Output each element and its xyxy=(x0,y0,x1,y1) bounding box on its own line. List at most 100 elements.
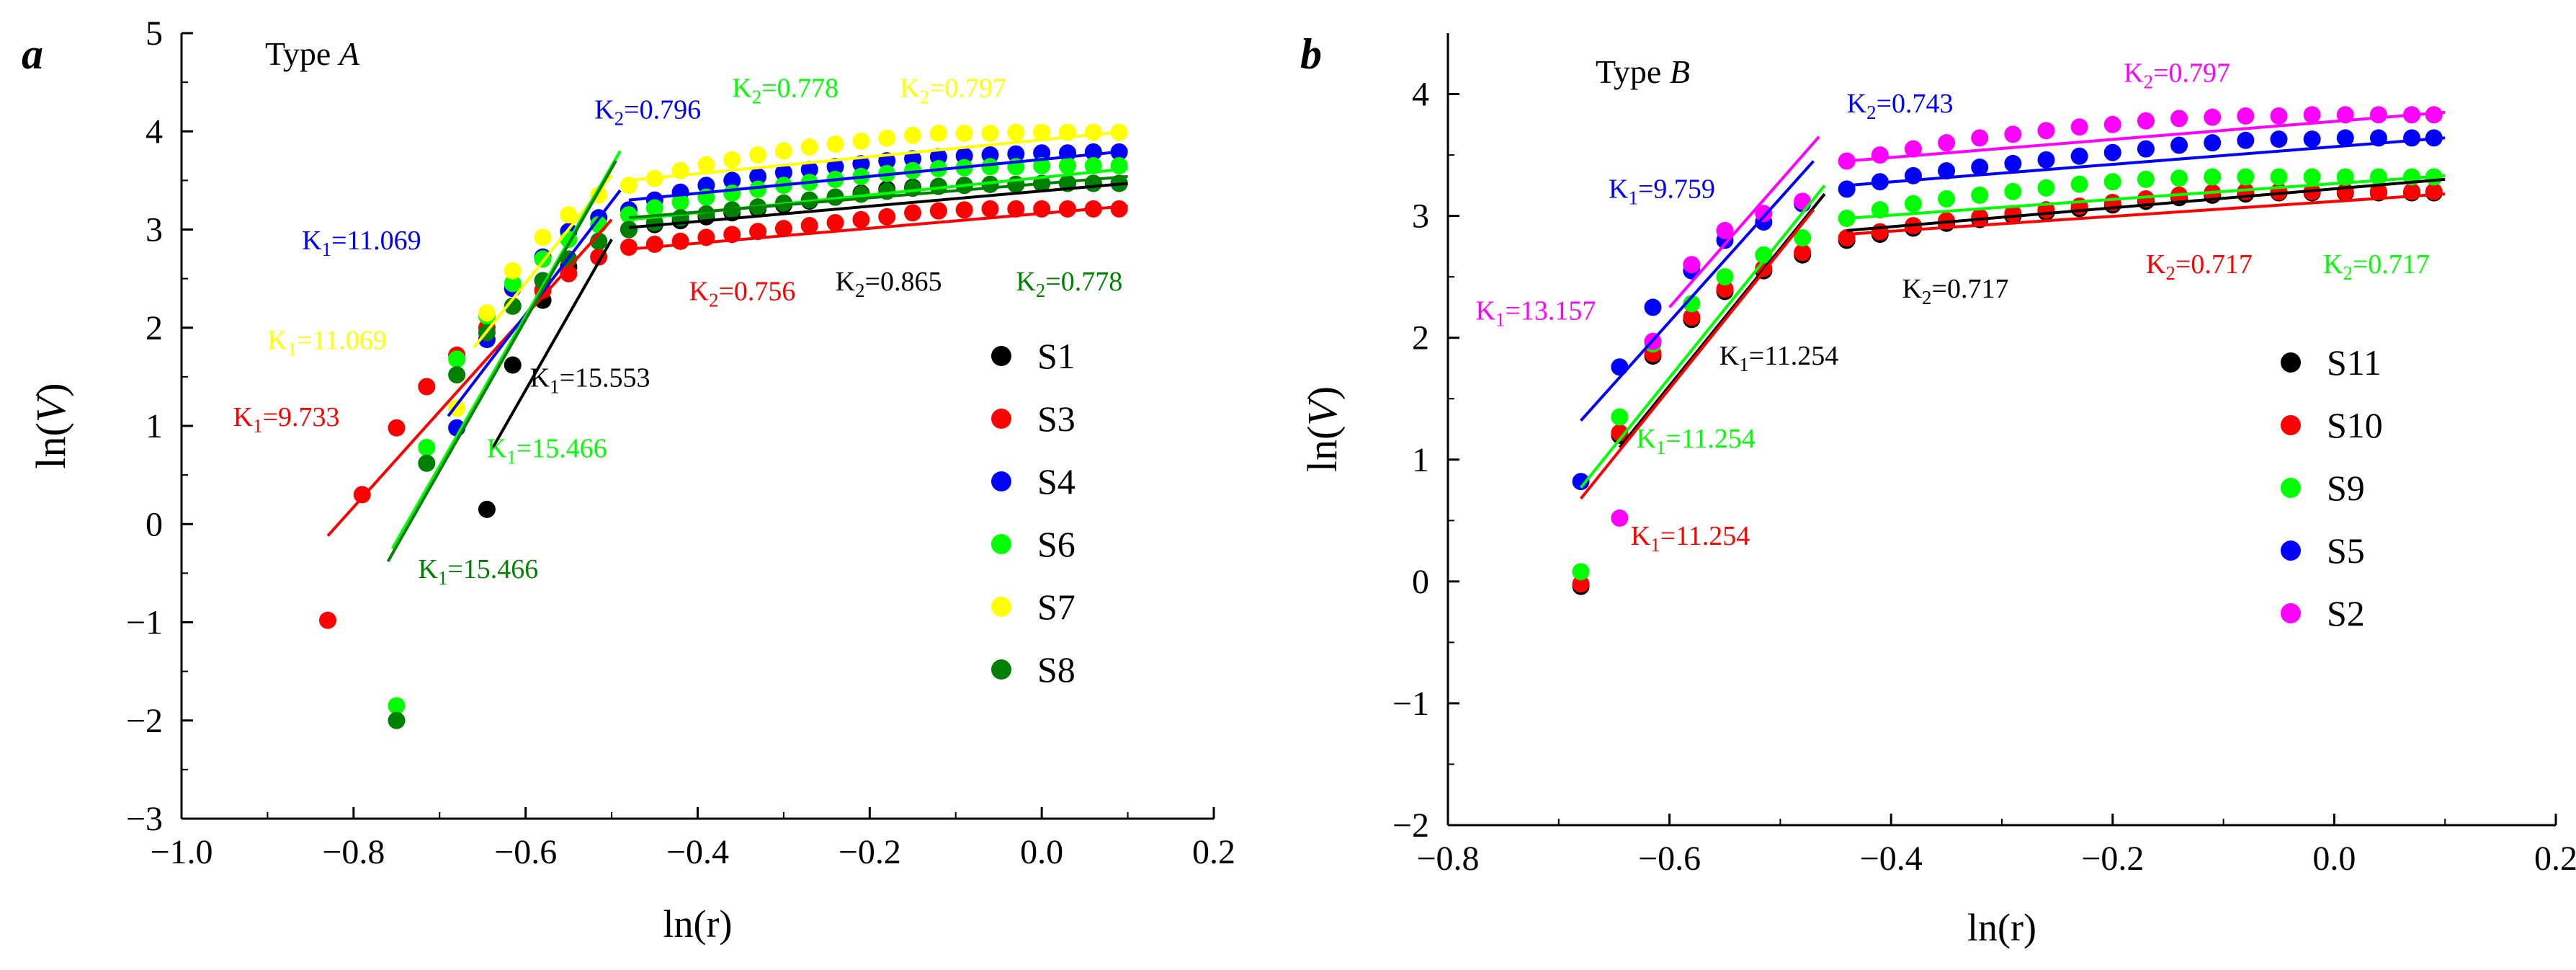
data-point xyxy=(2270,168,2288,186)
data-point xyxy=(1716,221,1734,239)
data-point xyxy=(504,275,522,293)
x-tick-label: −0.6 xyxy=(494,833,557,871)
data-point xyxy=(1971,158,1989,176)
data-point xyxy=(826,158,844,176)
slope-annotation: K2=0.778 xyxy=(732,74,838,108)
data-point xyxy=(2403,129,2421,147)
data-point xyxy=(504,262,522,280)
data-point xyxy=(2004,154,2022,172)
data-point xyxy=(2204,168,2222,186)
data-point xyxy=(981,200,999,218)
chart-title: Type A xyxy=(265,35,360,72)
legend-marker xyxy=(2281,415,2301,435)
data-point xyxy=(2170,110,2188,128)
y-tick-label: 2 xyxy=(146,309,163,347)
data-point xyxy=(852,210,870,228)
data-point xyxy=(560,206,578,224)
data-point xyxy=(1084,156,1102,174)
data-point xyxy=(418,438,436,456)
panel-label: a xyxy=(22,30,43,78)
data-point xyxy=(645,235,663,253)
data-point xyxy=(1938,134,1956,152)
slope-annotation: K1=11.069 xyxy=(267,326,386,360)
data-point xyxy=(2303,130,2321,148)
fit-line xyxy=(1846,110,2446,163)
x-tick-label: −0.2 xyxy=(2081,840,2144,878)
fit-line xyxy=(1846,192,2446,236)
slope-annotation: K1=15.466 xyxy=(418,554,538,589)
data-point xyxy=(1904,195,1922,213)
data-point xyxy=(2137,170,2155,188)
data-point xyxy=(1110,156,1128,174)
data-point xyxy=(697,156,715,174)
slope-annotation: K1=11.069 xyxy=(302,226,421,260)
y-tick-label: 4 xyxy=(146,112,163,151)
data-point xyxy=(929,202,947,220)
slope-annotation: K2=0.797 xyxy=(900,74,1006,108)
data-point xyxy=(1938,162,1956,180)
data-point xyxy=(1572,563,1590,581)
data-point xyxy=(800,217,818,235)
legend-label: S10 xyxy=(2327,405,2383,445)
data-point xyxy=(723,151,741,169)
data-point xyxy=(2369,106,2387,124)
y-tick-label: 0 xyxy=(146,505,163,543)
data-point xyxy=(2237,107,2255,125)
data-point xyxy=(1904,140,1922,158)
data-point xyxy=(2270,130,2288,148)
legend: S11 S10 S9 S5 S2 xyxy=(2281,342,2383,633)
panel-a: −1.0 −0.8 −0.6 −0.4 −0.2 0.0 0.2 −3 −2 −1 0 1 2 3 4 5 ln… xyxy=(22,14,1235,945)
legend-label: S5 xyxy=(2327,530,2365,571)
data-point xyxy=(2270,107,2288,125)
data-point xyxy=(620,239,638,257)
y-tick-label: 2 xyxy=(1412,319,1429,357)
legend-marker xyxy=(2281,540,2301,561)
fit-line xyxy=(1580,184,1826,489)
legend-marker xyxy=(991,659,1011,680)
data-point xyxy=(1794,244,1812,262)
fit-line xyxy=(628,204,1128,251)
y-tick-label: 4 xyxy=(1412,76,1429,114)
y-axis-label: ln(V) xyxy=(27,383,74,468)
y-tick-label: −2 xyxy=(126,702,163,740)
data-point xyxy=(878,129,896,147)
y-tick-label: −1 xyxy=(1392,685,1429,723)
slope-annotation: K2=0.796 xyxy=(594,95,701,130)
data-point xyxy=(2170,136,2188,154)
data-point xyxy=(388,697,406,715)
y-tick-label: 3 xyxy=(1412,197,1429,236)
data-point xyxy=(955,201,973,219)
data-point xyxy=(1871,146,1889,164)
data-point xyxy=(1007,200,1025,218)
data-point xyxy=(1084,123,1102,141)
data-point xyxy=(504,297,522,315)
data-point xyxy=(1572,575,1590,593)
data-point xyxy=(534,228,552,246)
data-point xyxy=(1716,280,1734,298)
data-point xyxy=(749,146,767,164)
data-point xyxy=(1572,473,1590,491)
data-point xyxy=(671,193,689,211)
data-point xyxy=(478,304,496,322)
y-tick-label: 5 xyxy=(146,14,163,53)
data-point xyxy=(448,366,466,384)
legend-label: S8 xyxy=(1037,649,1075,690)
fit-line xyxy=(490,239,613,452)
data-point xyxy=(2369,182,2387,200)
data-point xyxy=(1058,156,1076,174)
slope-annotation: K2=0.865 xyxy=(836,267,942,301)
slope-annotation: K1=9.733 xyxy=(233,402,340,437)
data-point xyxy=(1938,190,1956,208)
data-point xyxy=(418,378,436,396)
fit-line xyxy=(386,160,617,563)
x-tick-label: −0.2 xyxy=(838,833,901,871)
data-point xyxy=(2137,112,2155,130)
data-point xyxy=(1084,143,1102,161)
chart-title: Type B xyxy=(1596,53,1690,90)
data-point xyxy=(388,419,406,437)
data-point xyxy=(2004,182,2022,200)
data-point xyxy=(1794,229,1812,247)
data-point xyxy=(2037,151,2055,169)
y-tick-label: −1 xyxy=(126,604,163,642)
x-tick-label: 0.2 xyxy=(1192,833,1235,871)
